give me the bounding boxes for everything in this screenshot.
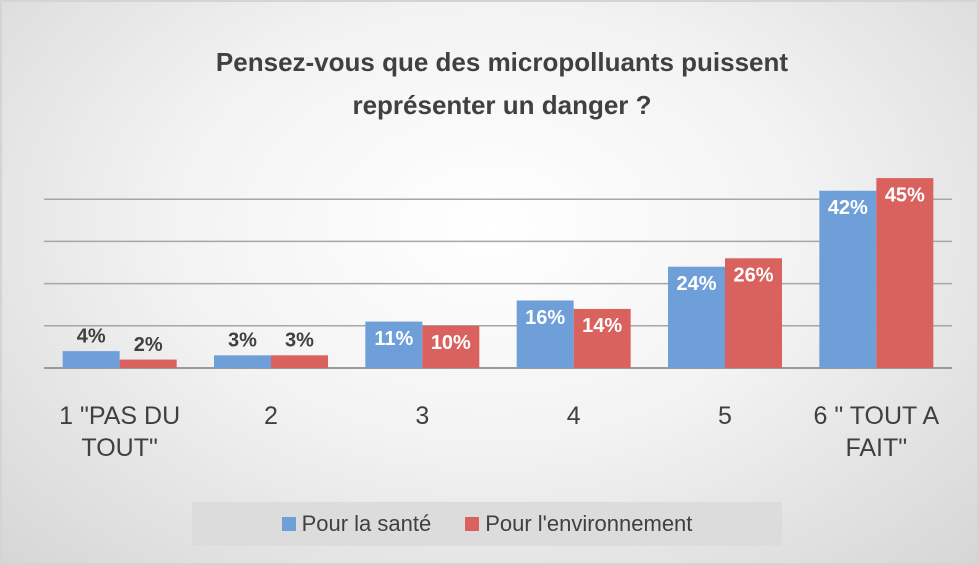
- chart-title: Pensez-vous que des micropolluants puiss…: [216, 47, 788, 77]
- legend-label: Pour la santé: [301, 511, 432, 536]
- data-label: 11%: [374, 328, 413, 350]
- bar: [516, 300, 574, 368]
- data-label: 10%: [431, 332, 471, 354]
- bar: [62, 351, 120, 368]
- legend: Pour la santé Pour l'environnement: [192, 502, 782, 546]
- legend-label: Pour l'environnement: [485, 511, 693, 536]
- x-tick-label: 2: [264, 402, 278, 430]
- bar: [819, 190, 877, 368]
- data-label: 3%: [285, 330, 314, 352]
- legend-swatch: [281, 517, 296, 531]
- x-tick-label: 6 " TOUT A FAIT": [813, 402, 940, 462]
- bar: [119, 359, 177, 368]
- legend-item: Pour la santé: [281, 511, 432, 537]
- data-label: 2%: [134, 334, 163, 356]
- legend-swatch: [465, 517, 480, 531]
- bar: [668, 266, 725, 368]
- x-tick-label: 4: [566, 402, 581, 430]
- data-label: 42%: [828, 197, 868, 219]
- x-tick-label: 3: [415, 402, 430, 430]
- x-tick-label: 5: [718, 402, 732, 430]
- bar: [725, 258, 782, 368]
- data-label: 4%: [77, 325, 106, 347]
- legend-item: Pour l'environnement: [465, 511, 692, 537]
- data-label: 14%: [582, 315, 622, 337]
- data-label: 24%: [676, 273, 716, 295]
- data-label: 45%: [885, 184, 925, 206]
- data-label: 26%: [733, 265, 773, 287]
- data-label: 16%: [525, 307, 565, 329]
- bar: [573, 308, 631, 368]
- bar: [365, 321, 423, 368]
- bar: [214, 355, 271, 368]
- bar: [876, 178, 934, 368]
- chart-title: représenter un danger ?: [352, 90, 651, 120]
- x-tick-label: 1 "PAS DU TOUT": [59, 402, 181, 462]
- bar: [422, 325, 480, 368]
- data-label: 3%: [228, 330, 257, 352]
- bar: [271, 355, 328, 368]
